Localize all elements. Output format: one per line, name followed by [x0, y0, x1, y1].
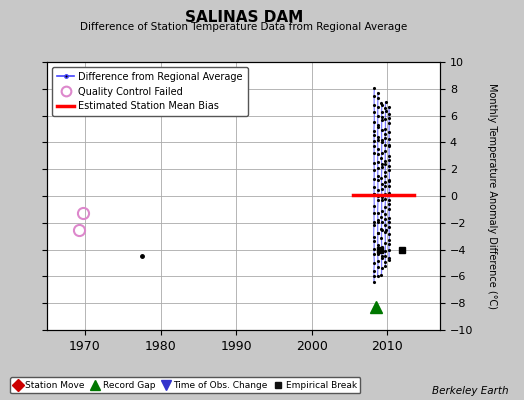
Text: Difference of Station Temperature Data from Regional Average: Difference of Station Temperature Data f… — [80, 22, 407, 32]
Text: Berkeley Earth: Berkeley Earth — [432, 386, 508, 396]
Text: SALINAS DAM: SALINAS DAM — [184, 10, 303, 25]
Legend: Station Move, Record Gap, Time of Obs. Change, Empirical Break: Station Move, Record Gap, Time of Obs. C… — [10, 377, 361, 394]
Y-axis label: Monthly Temperature Anomaly Difference (°C): Monthly Temperature Anomaly Difference (… — [487, 83, 497, 309]
Legend: Difference from Regional Average, Quality Control Failed, Estimated Station Mean: Difference from Regional Average, Qualit… — [52, 67, 248, 116]
